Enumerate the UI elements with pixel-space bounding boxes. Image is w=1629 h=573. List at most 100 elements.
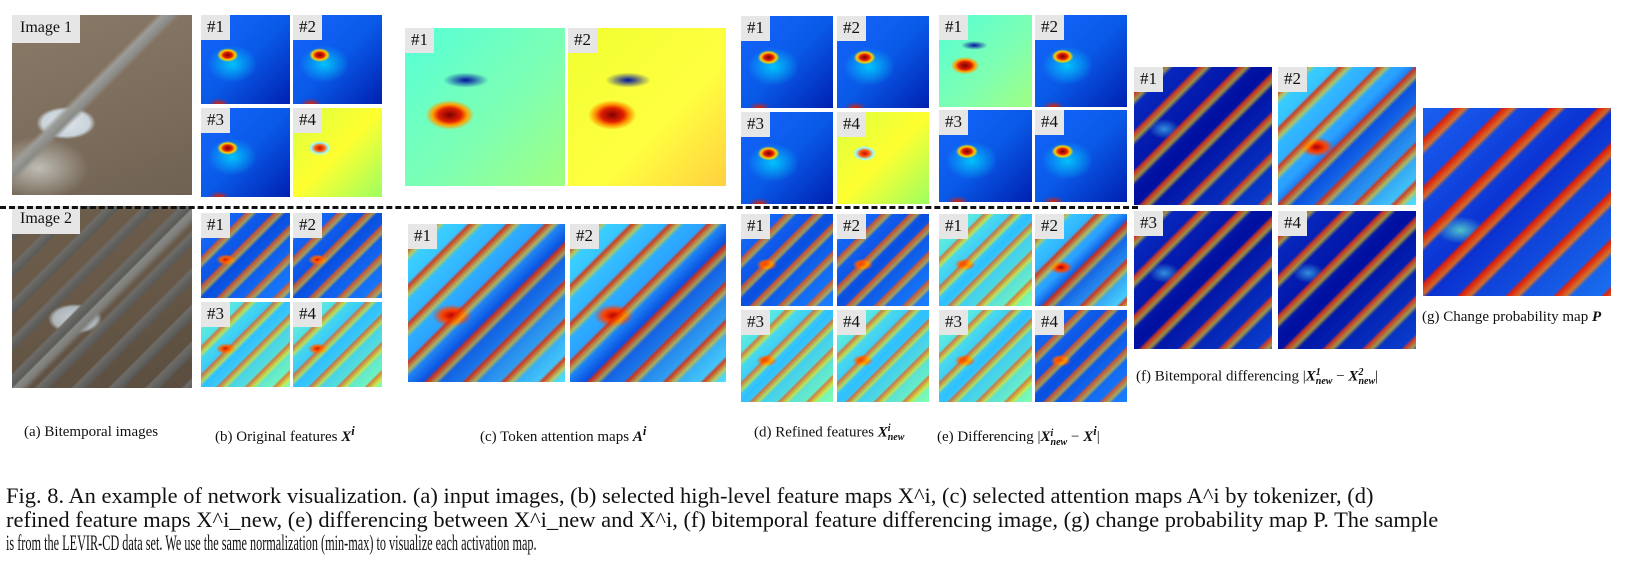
math-subscript: new [887, 432, 905, 443]
tile-label: #4 [1035, 310, 1064, 335]
tile-label: #2 [1035, 214, 1064, 239]
differencing-map-t2-4: #4 [1035, 310, 1127, 402]
math-symbol: X [1305, 368, 1316, 385]
refined-feature-map-t1-4: #4 [837, 112, 929, 204]
refined-feature-map-t2-1: #1 [741, 214, 833, 306]
math-superscript: i [1050, 427, 1054, 439]
tile-label: #1 [201, 213, 230, 238]
tile-label: #2 [1278, 67, 1307, 92]
time-separator-dashed-line [0, 206, 1138, 209]
subcaption-e: (e) Differencing |X i new − Xi| [937, 424, 1100, 448]
subcaption-e-text: (e) Differencing [937, 429, 1038, 445]
bitemporal-image-2: Image 2 [12, 206, 192, 388]
tile-label: #2 [293, 213, 322, 238]
tile-label: #2 [837, 16, 866, 41]
bitemporal-differencing-map-1: #1 [1134, 67, 1272, 205]
bitemporal-differencing-map-4: #4 [1278, 211, 1416, 349]
refined-feature-map-t2-3: #3 [741, 310, 833, 402]
subcaption-d-text: (d) Refined features [754, 424, 878, 441]
tile-label: #4 [293, 108, 322, 133]
tile-label: #3 [1134, 211, 1163, 236]
subcaption-c: (c) Token attention maps Ai [480, 424, 646, 446]
math-subscript: new [1050, 436, 1068, 448]
tile-label: #4 [1278, 211, 1307, 236]
math-superscript: i [642, 424, 647, 438]
tile-label: #4 [837, 310, 866, 335]
math-operator: − [1067, 429, 1084, 445]
tile-label: Image 1 [12, 15, 80, 43]
tile-label: #4 [1035, 110, 1064, 135]
original-feature-map-t1-4: #4 [293, 108, 382, 197]
subcaption-g-text: (g) Change probability map [1422, 309, 1592, 325]
tile-label: #3 [201, 302, 230, 327]
tile-label: #1 [939, 214, 968, 239]
subcaption-a-text: (a) Bitemporal images [24, 424, 159, 440]
tile-label: #2 [1035, 15, 1064, 40]
tile-label: #3 [201, 108, 230, 133]
math-symbol: X [1083, 429, 1094, 445]
change-probability-map [1423, 108, 1611, 296]
differencing-map-t2-3: #3 [939, 310, 1032, 402]
math-symbol: X [1040, 429, 1051, 445]
original-feature-map-t2-2: #2 [293, 213, 382, 298]
tile-label: #1 [939, 15, 968, 40]
tile-label: #4 [837, 112, 866, 137]
tile-label: #1 [201, 15, 230, 40]
math-superscript: 1 [1315, 367, 1321, 378]
math-symbol: X [1348, 368, 1359, 385]
math-symbol: X [877, 424, 888, 441]
math-superscript: i [887, 423, 891, 434]
math-superscript: i [351, 424, 355, 438]
tile-label: #3 [939, 110, 968, 135]
original-feature-map-t2-1: #1 [201, 213, 290, 298]
original-feature-map-t1-2: #2 [293, 15, 382, 104]
differencing-map-t2-2: #2 [1035, 214, 1127, 306]
math-symbol: X [341, 429, 352, 445]
tile-label: #3 [939, 310, 968, 335]
refined-feature-map-t1-1: #1 [741, 16, 833, 108]
attention-map-t1-2: #2 [568, 28, 726, 186]
math-superscript: i [1093, 424, 1097, 438]
differencing-map-t1-2: #2 [1035, 15, 1127, 107]
tile-label: #4 [293, 302, 322, 327]
subcaption-a: (a) Bitemporal images [24, 424, 158, 441]
bitemporal-image-1: Image 1 [12, 15, 192, 195]
tile-label: #1 [1134, 67, 1163, 92]
tile-label: #1 [741, 16, 770, 41]
tile-label: #2 [570, 224, 599, 249]
attention-map-t2-2: #2 [570, 224, 726, 382]
tile-label: Image 2 [12, 206, 80, 234]
math-symbol: P [1591, 309, 1602, 325]
attention-map-t1-1: #1 [405, 28, 565, 186]
tile-label: #3 [741, 112, 770, 137]
caption-line-2: refined feature maps X^i_new, (e) differ… [6, 506, 1439, 532]
differencing-map-t1-3: #3 [939, 110, 1032, 202]
refined-feature-map-t1-2: #2 [837, 16, 929, 108]
differencing-map-t1-4: #4 [1035, 110, 1127, 202]
tile-label: #1 [408, 224, 437, 249]
bitemporal-differencing-map-2: #2 [1278, 67, 1416, 205]
subcaption-g: (g) Change probability map P [1422, 309, 1601, 326]
subcaption-c-text: (c) Token attention maps [480, 429, 633, 445]
differencing-map-t2-1: #1 [939, 214, 1032, 306]
math-subscript: new [1315, 376, 1333, 387]
differencing-map-t1-1: #1 [939, 15, 1032, 107]
original-feature-map-t2-3: #3 [201, 302, 290, 387]
subcaption-b-text: (b) Original features [215, 429, 342, 445]
original-feature-map-t1-1: #1 [201, 15, 290, 104]
figure-caption: Fig. 8. An example of network visualizat… [6, 484, 1623, 555]
refined-feature-map-t1-3: #3 [741, 112, 833, 204]
math-subscript: new [1358, 376, 1376, 387]
subcaption-b: (b) Original features Xi [215, 424, 355, 446]
subcaption-f-text: (f) Bitemporal differencing [1136, 368, 1303, 385]
bitemporal-differencing-map-3: #3 [1134, 211, 1272, 349]
original-feature-map-t2-4: #4 [293, 302, 382, 387]
attention-map-t2-1: #1 [408, 224, 565, 382]
caption-line-1: Fig. 8. An example of network visualizat… [6, 483, 1374, 508]
math-operator: − [1332, 368, 1349, 385]
tile-label: #2 [837, 214, 866, 239]
math-superscript: 2 [1358, 367, 1364, 378]
tile-label: #2 [293, 15, 322, 40]
